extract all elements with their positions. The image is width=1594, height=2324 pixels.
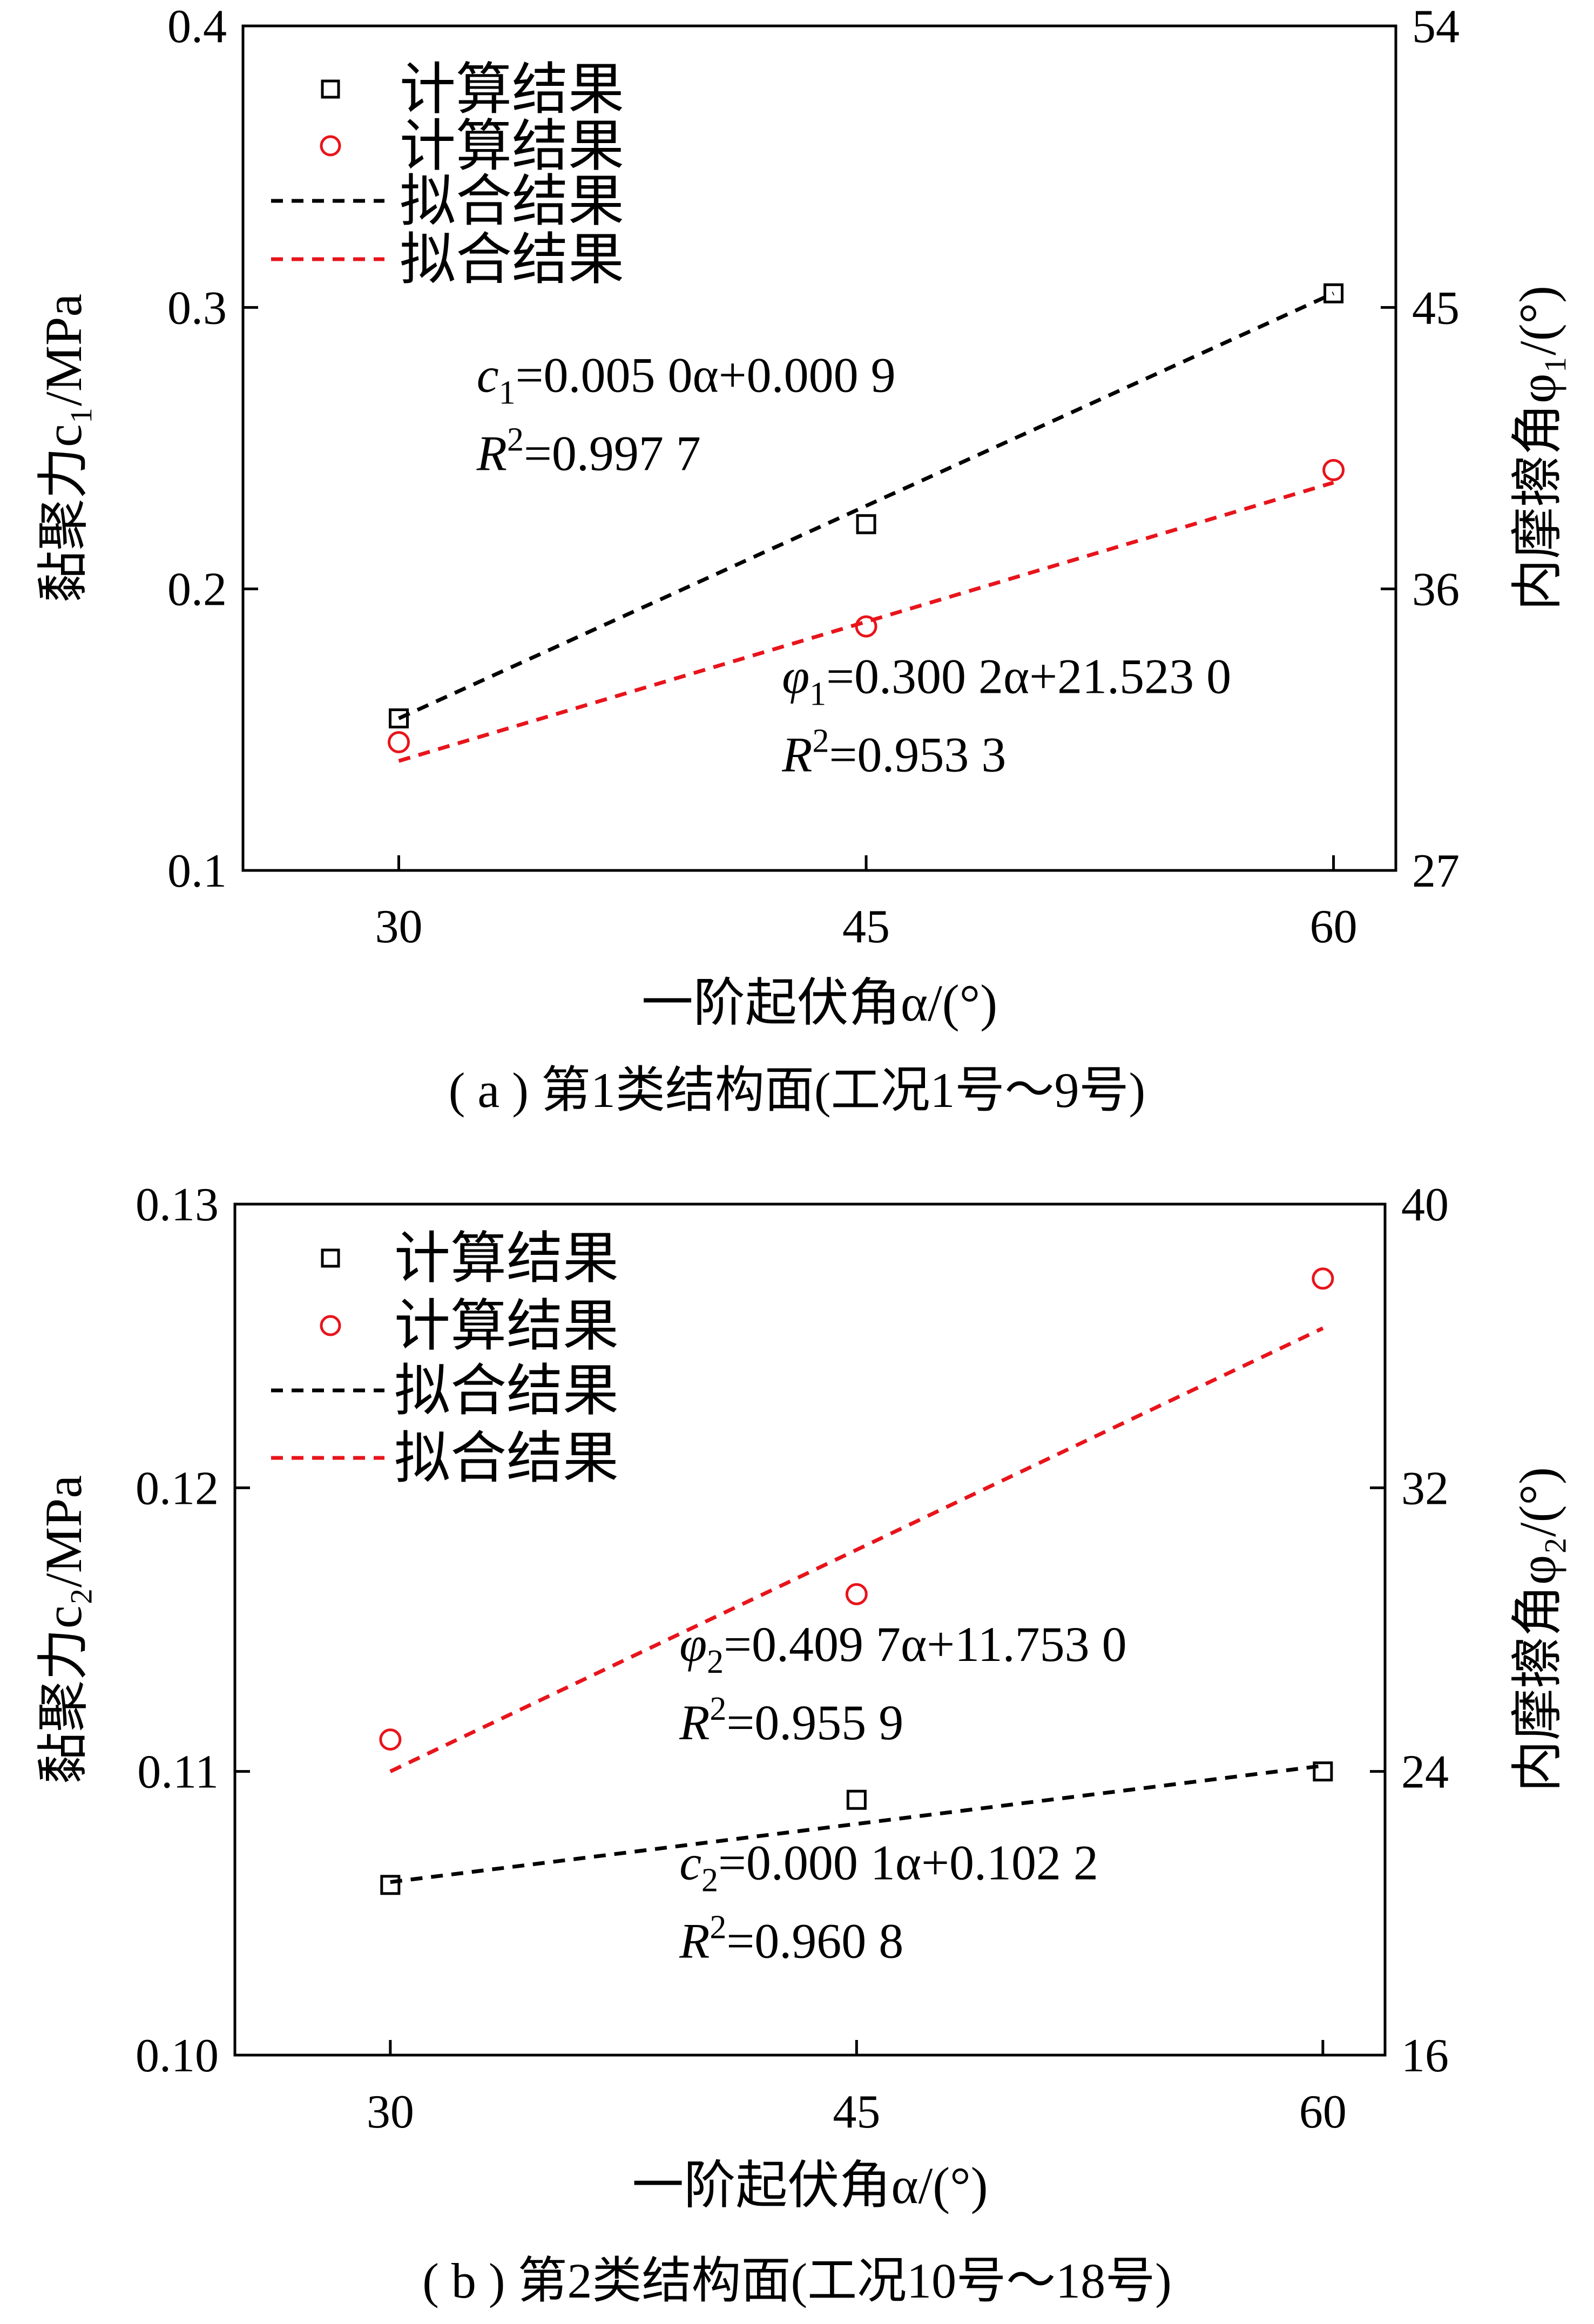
data-point-circle [845,1583,868,1605]
legend-label: 拟合结果 [400,171,624,233]
y-right-tick-label: 40 [1401,1179,1449,1231]
data-point-circle [388,731,410,754]
x-axis-title: 一阶起伏角α/(°) [632,2157,988,2214]
chart-panel-a: 0.1 0.2 0.3 0.4 27 36 45 54 30 45 60 一阶起伏角α/(°) 黏聚力c… [35,1,1566,1118]
fit-line [398,292,1335,720]
y-left-tick-label: 0.13 [136,1179,219,1231]
x-axis-title: 一阶起伏角α/(°) [641,974,997,1032]
r-squared: R2=0.960 8 [679,1909,903,1968]
y-left-axis-title: 黏聚力c₁/MPa [35,294,92,603]
y-left-tick-label: 0.1 [167,845,227,897]
figure-caption: ( b ) 第2类结构面(工况10号～18号) [422,2253,1172,2308]
r-squared-superscript: 2 [710,1691,726,1727]
y-right-tick-label: 32 [1401,1462,1449,1515]
y-left-tick-label: 0.2 [167,564,227,616]
y-right-tick-label: 16 [1401,2030,1449,2082]
legend-label: 拟合结果 [394,1360,619,1422]
equation-body: =0.409 7α+11.753 0 [724,1617,1127,1672]
legend-label: 计算结果 [394,1295,619,1357]
y-right-axis-title: 内摩擦角φ₁/(°) [1509,286,1566,611]
r-squared-superscript: 2 [710,1909,726,1945]
r-squared-value: =0.960 8 [726,1913,903,1968]
x-tick-label: 45 [842,901,890,953]
fit-line [390,1764,1323,1884]
y-left-tick-label: 0.11 [137,1746,219,1799]
fit-equation: φ1=0.300 2α+21.523 0 [782,649,1231,713]
y-right-tick-label: 54 [1412,1,1460,53]
r-squared-symbol: R [679,1913,710,1968]
r-squared: R2=0.953 3 [781,723,1006,782]
legend-circle-marker [320,135,341,157]
fit-equation: c1=0.005 0α+0.000 9 [477,348,896,411]
legend-label: 计算结果 [400,116,624,178]
legend-label: 计算结果 [394,1228,619,1290]
y-right-tick-label: 27 [1412,845,1460,897]
equation-subscript: 1 [499,375,516,411]
legend-label: 计算结果 [400,59,624,121]
equation-body: =0.000 1α+0.102 2 [718,1835,1098,1890]
data-point-circle [379,1728,402,1751]
data-point-circle [1322,459,1345,482]
y-left-axis-title: 黏聚力c₂/MPa [35,1475,92,1784]
legend-label: 拟合结果 [394,1428,619,1490]
x-tick-label: 60 [1310,901,1357,953]
r-squared-value: =0.955 9 [726,1695,903,1750]
data-point-circle [855,615,877,638]
plot-frame [233,1202,1387,2057]
legend-square-marker [321,1248,340,1268]
r-squared: R2=0.997 7 [476,422,701,481]
y-left-tick-label: 0.10 [136,2030,219,2082]
fit-equation: φ2=0.409 7α+11.753 0 [679,1617,1126,1680]
x-tick-label: 30 [375,901,423,953]
r-squared-symbol: R [476,426,507,481]
r-squared-symbol: R [679,1695,710,1750]
r-squared-superscript: 2 [507,422,524,458]
figure-caption: ( a ) 第1类结构面(工况1号～9号) [449,1063,1145,1118]
data-point-circle [1312,1267,1334,1290]
y-right-tick-label: 45 [1412,282,1460,334]
y-right-tick-label: 24 [1401,1746,1449,1799]
equation-body: =0.300 2α+21.523 0 [826,649,1231,704]
legend-square-marker [321,79,340,99]
data-point-square [1323,283,1344,303]
x-tick-label: 60 [1299,2086,1347,2138]
equation-subscript: 1 [809,676,826,713]
equation-subscript: 2 [701,1862,718,1899]
data-point-square [856,514,876,535]
fit-line [389,1326,1324,1773]
legend-circle-marker [320,1315,341,1336]
equation-variable: φ [679,1617,707,1672]
fit-equation: c2=0.000 1α+0.102 2 [679,1835,1098,1899]
r-squared-symbol: R [781,727,812,782]
plot-frame [241,24,1397,872]
equation-body: =0.005 0α+0.000 9 [516,348,896,403]
data-point-square [1313,1761,1333,1782]
data-point-square [389,708,409,728]
legend-label: 拟合结果 [400,229,624,291]
r-squared: R2=0.955 9 [679,1691,903,1750]
equation-variable: c [679,1835,701,1890]
chart-panel-b: 0.10 0.11 0.12 0.13 16 24 32 40 30 45 60 一阶起伏角α/(°)… [35,1179,1566,2308]
r-squared-value: =0.997 7 [524,426,701,481]
equation-subscript: 2 [707,1644,724,1680]
equation-variable: c [477,348,499,403]
y-left-tick-label: 0.3 [167,282,227,334]
y-left-tick-label: 0.12 [136,1462,219,1515]
x-tick-label: 30 [367,2086,414,2138]
fit-line [398,481,1334,763]
equation-variable: φ [782,649,809,704]
r-squared-superscript: 2 [812,723,829,760]
r-squared-value: =0.953 3 [829,727,1006,782]
data-point-square [380,1875,401,1895]
x-tick-label: 45 [833,2086,880,2138]
data-point-square [846,1789,867,1810]
y-left-tick-label: 0.4 [167,1,227,53]
y-right-tick-label: 36 [1412,564,1460,616]
y-right-axis-title: 内摩擦角φ₂/(°) [1509,1467,1566,1792]
